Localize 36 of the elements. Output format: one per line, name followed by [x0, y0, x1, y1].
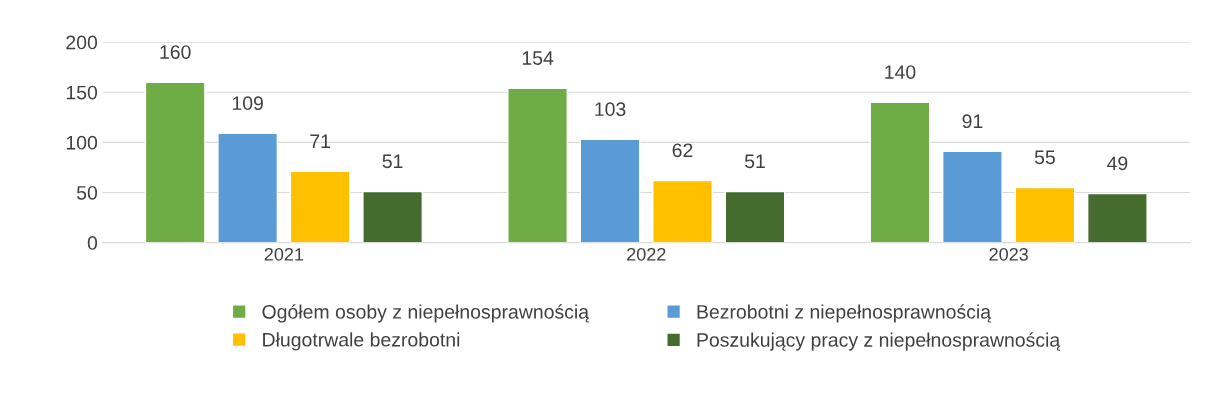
- legend-label: Ogółem osoby z niepełnosprawnością: [262, 304, 590, 323]
- bar: [652, 179, 713, 243]
- y-tick-label: 0: [87, 236, 98, 250]
- data-label: 160: [160, 45, 191, 59]
- bar: [724, 190, 786, 243]
- bar: [362, 190, 424, 243]
- data-label: 62: [672, 143, 693, 158]
- data-label: 51: [744, 154, 765, 169]
- bar: [579, 138, 641, 243]
- bar: [1014, 186, 1076, 243]
- bar: [289, 170, 351, 243]
- legend-label: Bezrobotni z niepełnosprawnością: [697, 304, 992, 323]
- bar: [217, 132, 279, 243]
- bar: [144, 81, 206, 243]
- y-tick-label: 100: [66, 135, 98, 150]
- data-label: 55: [1034, 150, 1055, 165]
- y-tick-label: 150: [66, 85, 98, 100]
- bar: [1086, 192, 1148, 243]
- data-label: 49: [1107, 156, 1128, 171]
- data-label: 103: [595, 102, 626, 117]
- legend-label: Poszukujący pracy z niepełnosprawnością: [697, 332, 1061, 351]
- x-tick-label: 2022: [627, 247, 666, 261]
- y-tick-label: 50: [76, 185, 98, 200]
- legend-label: Długotrwale bezrobotni: [263, 332, 460, 351]
- y-tick-label: 200: [66, 35, 98, 50]
- bar: [507, 87, 568, 243]
- data-label: 109: [232, 96, 263, 111]
- bar: [942, 150, 1003, 243]
- data-label: 51: [382, 154, 403, 169]
- x-tick-label: 2021: [264, 247, 304, 261]
- data-label: 91: [962, 114, 983, 129]
- data-label: 154: [522, 51, 554, 65]
- bar: [869, 101, 931, 243]
- data-label: 140: [885, 65, 916, 79]
- x-tick-label: 2023: [989, 247, 1028, 261]
- data-label: 71: [310, 134, 330, 148]
